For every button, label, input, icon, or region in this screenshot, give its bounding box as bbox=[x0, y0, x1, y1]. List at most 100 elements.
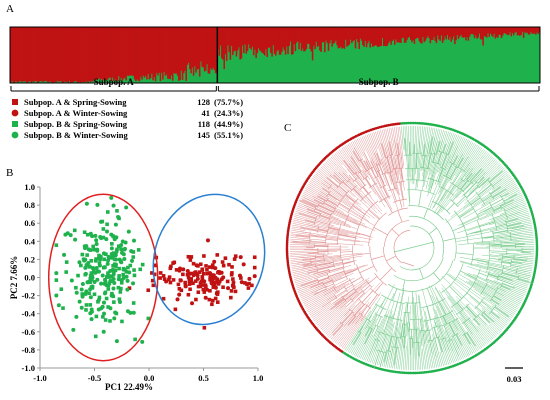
pca-point-square bbox=[64, 270, 68, 274]
pca-point-square bbox=[76, 273, 80, 278]
structure-bar bbox=[95, 27, 98, 80]
tree-branch bbox=[491, 244, 534, 246]
structure-bar bbox=[72, 27, 75, 83]
structure-bar bbox=[87, 27, 89, 83]
pca-point-square bbox=[245, 282, 249, 286]
tree-branch bbox=[291, 226, 358, 239]
tree-internal-branch bbox=[318, 204, 334, 213]
tree-arc bbox=[349, 308, 355, 314]
pca-point-square bbox=[72, 228, 77, 233]
pca-point-square bbox=[229, 272, 234, 277]
tree-arc bbox=[316, 267, 319, 272]
pca-point-circle bbox=[102, 291, 107, 296]
tree-arc bbox=[389, 335, 401, 339]
structure-bar bbox=[225, 27, 228, 61]
structure-bar bbox=[90, 27, 93, 82]
tree-internal-branch bbox=[360, 307, 371, 322]
structure-bar bbox=[382, 27, 385, 46]
structure-bar bbox=[439, 27, 441, 41]
pca-point-square bbox=[106, 287, 111, 291]
structure-bar bbox=[427, 27, 429, 36]
pca-point-circle bbox=[100, 304, 105, 309]
pca-point-square bbox=[88, 303, 93, 307]
tree-internal-branch bbox=[403, 323, 406, 337]
tree-internal-branch bbox=[477, 176, 485, 184]
structure-bar bbox=[375, 27, 378, 46]
structure-bar bbox=[412, 27, 414, 41]
tree-arc bbox=[422, 316, 439, 322]
structure-bar bbox=[55, 27, 57, 83]
tree-internal-branch bbox=[379, 268, 392, 281]
pca-point-circle bbox=[131, 238, 136, 243]
structure-bar bbox=[455, 27, 457, 41]
structure-bar bbox=[35, 27, 38, 82]
pca-point-square bbox=[89, 259, 94, 263]
tree-branch bbox=[456, 230, 533, 242]
structure-bar bbox=[212, 27, 214, 68]
tree-arc bbox=[315, 263, 317, 268]
structure-bar bbox=[68, 27, 71, 81]
tree-internal-branch bbox=[403, 312, 406, 325]
tree-internal-branch bbox=[329, 266, 344, 272]
tree-internal-branch bbox=[489, 170, 503, 183]
structure-bar bbox=[433, 27, 435, 37]
tree-branch bbox=[358, 284, 395, 358]
pca-point-circle bbox=[102, 265, 107, 270]
structure-bar bbox=[346, 27, 348, 47]
tree-branch bbox=[440, 153, 490, 213]
tree-branch bbox=[468, 280, 518, 310]
tree-arc bbox=[317, 225, 320, 233]
tree-arc bbox=[327, 184, 333, 190]
legend: Subpop. A & Spring-Sowing 128 (75.7%)Subpo… bbox=[11, 97, 243, 140]
pca-point-square bbox=[89, 278, 94, 282]
structure-bar bbox=[129, 27, 131, 76]
tree-internal-branch bbox=[351, 331, 360, 344]
structure-bar bbox=[40, 27, 43, 82]
tree-arc bbox=[391, 346, 399, 349]
tree-internal-branch bbox=[464, 334, 471, 345]
tree-branch bbox=[296, 278, 319, 287]
pca-point-square bbox=[138, 267, 143, 272]
pca-point-square bbox=[116, 244, 121, 248]
structure-bar bbox=[109, 27, 111, 78]
structure-bar bbox=[270, 27, 272, 53]
pca-point-circle bbox=[90, 284, 95, 289]
tree-internal-branch bbox=[428, 227, 437, 235]
tree-internal-branch bbox=[426, 287, 434, 305]
pca-point-circle bbox=[116, 277, 121, 282]
tree-branch bbox=[434, 133, 454, 185]
tree-branch bbox=[299, 201, 333, 216]
pca-point-circle bbox=[185, 269, 190, 274]
structure-bar bbox=[132, 27, 135, 77]
structure-bar bbox=[490, 27, 493, 36]
tree-arc bbox=[406, 189, 436, 195]
tree-internal-branch bbox=[364, 320, 371, 330]
pca-point-circle bbox=[183, 284, 188, 289]
pca-point-circle bbox=[189, 278, 194, 283]
tree-arc bbox=[326, 220, 331, 235]
tree-tip bbox=[408, 371, 412, 375]
tree-arc bbox=[427, 177, 441, 183]
pca-point-square bbox=[158, 271, 163, 275]
tree-branch bbox=[441, 284, 490, 343]
tree-branch bbox=[358, 138, 366, 152]
structure-bar bbox=[28, 27, 30, 82]
pca-point-square bbox=[225, 279, 230, 284]
tree-branch bbox=[302, 278, 348, 302]
structure-bar bbox=[12, 27, 14, 83]
tree-branch bbox=[481, 308, 505, 328]
structure-bar bbox=[143, 27, 146, 78]
structure-bar bbox=[477, 27, 479, 38]
tree-internal-branch bbox=[418, 140, 421, 154]
tree-internal-branch bbox=[355, 281, 368, 291]
tree-internal-branch bbox=[422, 155, 426, 168]
tree-branch bbox=[450, 172, 508, 218]
pca-point-square bbox=[252, 255, 257, 260]
pca-point-square bbox=[186, 254, 191, 259]
structure-bar bbox=[100, 27, 103, 79]
structure-bar bbox=[141, 27, 143, 80]
tree-branch bbox=[392, 302, 404, 369]
structure-bar bbox=[488, 27, 490, 37]
structure-bar bbox=[460, 27, 462, 35]
